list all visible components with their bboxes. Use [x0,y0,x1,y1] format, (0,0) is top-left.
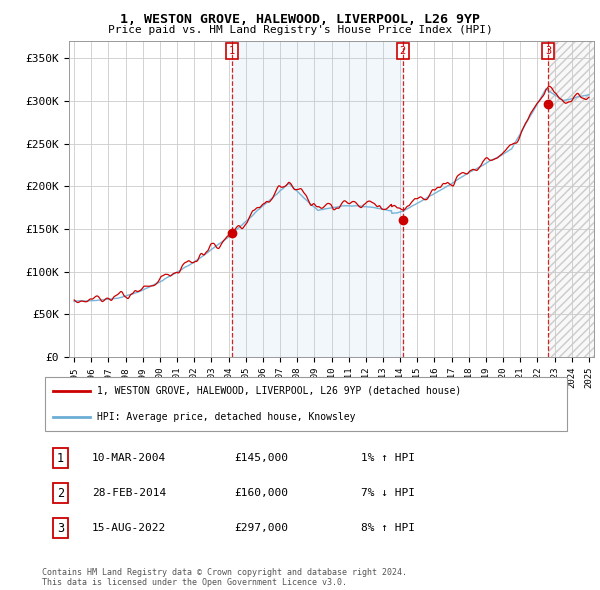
Bar [548,41,598,357]
Text: £160,000: £160,000 [235,489,289,499]
Bar [548,41,598,357]
Text: 10-MAR-2004: 10-MAR-2004 [92,454,166,463]
Text: 1% ↑ HPI: 1% ↑ HPI [361,454,415,463]
Text: £297,000: £297,000 [235,523,289,533]
Text: 28-FEB-2014: 28-FEB-2014 [92,489,166,499]
Text: 3: 3 [545,46,551,56]
Text: 2: 2 [400,46,406,56]
Text: HPI: Average price, detached house, Knowsley: HPI: Average price, detached house, Know… [97,412,356,422]
Text: 15-AUG-2022: 15-AUG-2022 [92,523,166,533]
Text: 3: 3 [57,522,64,535]
Text: 1, WESTON GROVE, HALEWOOD, LIVERPOOL, L26 9YP: 1, WESTON GROVE, HALEWOOD, LIVERPOOL, L2… [120,13,480,26]
Text: 1: 1 [57,452,64,465]
Text: Contains HM Land Registry data © Crown copyright and database right 2024.
This d: Contains HM Land Registry data © Crown c… [42,568,407,587]
Text: 1: 1 [229,46,235,56]
Text: £145,000: £145,000 [235,454,289,463]
Text: 2: 2 [57,487,64,500]
Text: 1, WESTON GROVE, HALEWOOD, LIVERPOOL, L26 9YP (detached house): 1, WESTON GROVE, HALEWOOD, LIVERPOOL, L2… [97,386,461,396]
FancyBboxPatch shape [44,377,568,431]
Text: 8% ↑ HPI: 8% ↑ HPI [361,523,415,533]
Text: 7% ↓ HPI: 7% ↓ HPI [361,489,415,499]
Text: Price paid vs. HM Land Registry's House Price Index (HPI): Price paid vs. HM Land Registry's House … [107,25,493,35]
Bar [232,41,403,357]
